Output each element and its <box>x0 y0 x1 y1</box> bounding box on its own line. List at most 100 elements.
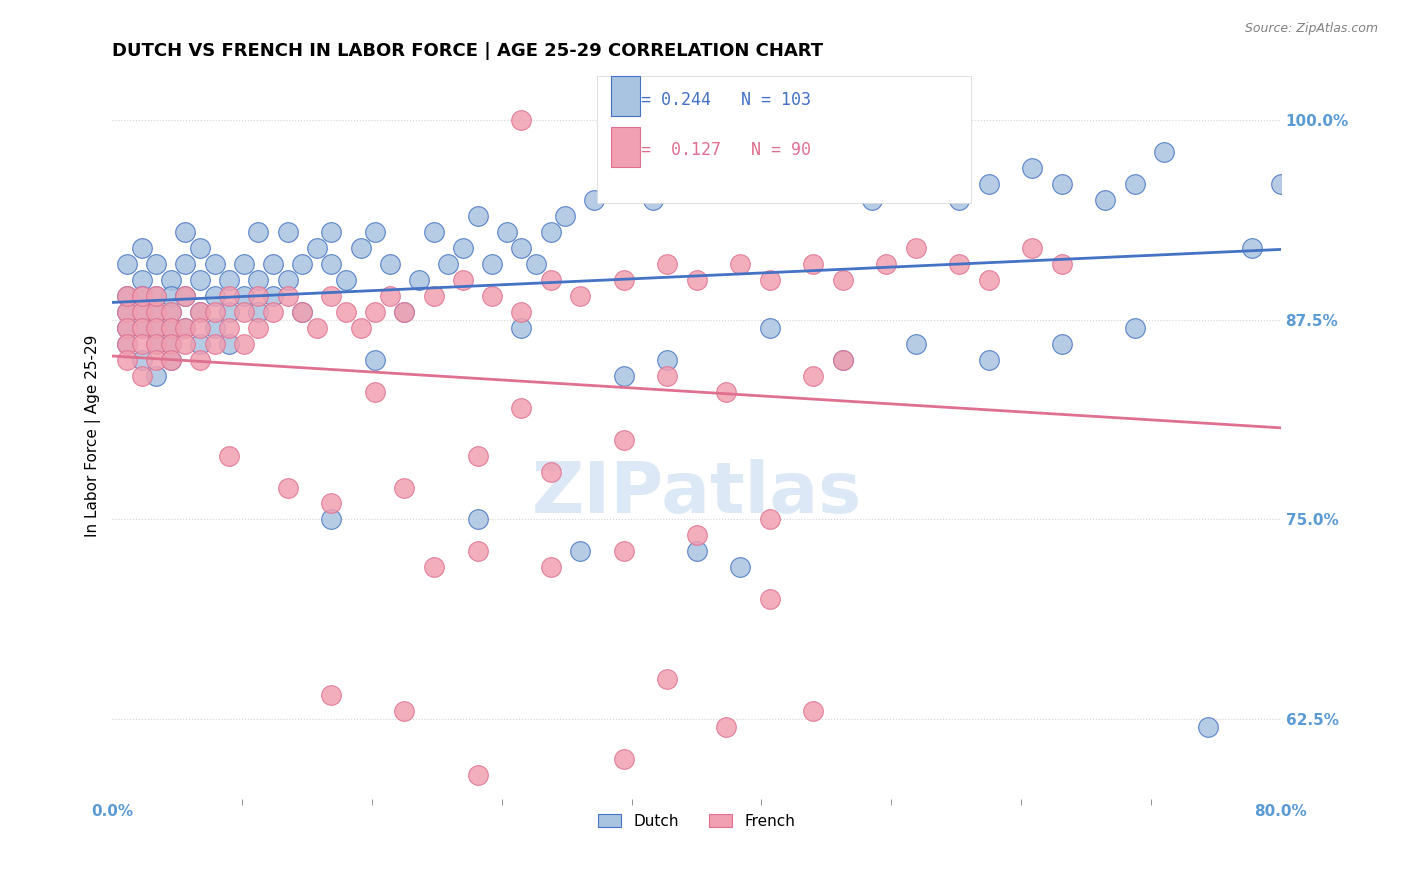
Point <box>218 305 240 319</box>
Point <box>714 384 737 399</box>
Point <box>204 336 226 351</box>
Point <box>321 225 343 239</box>
Point <box>540 273 562 287</box>
Point <box>188 352 211 367</box>
Point <box>321 257 343 271</box>
Point <box>451 241 474 255</box>
Point <box>641 193 664 207</box>
Point <box>1197 720 1219 734</box>
Point <box>277 289 299 303</box>
Point <box>948 193 970 207</box>
Point <box>568 544 591 558</box>
Point <box>1270 177 1292 191</box>
Point <box>437 257 460 271</box>
Text: R =  0.127   N = 90: R = 0.127 N = 90 <box>620 142 811 160</box>
Point <box>408 273 430 287</box>
Point <box>394 305 416 319</box>
Y-axis label: In Labor Force | Age 25-29: In Labor Force | Age 25-29 <box>86 334 101 537</box>
Point <box>131 241 153 255</box>
Point <box>524 257 547 271</box>
Point <box>159 352 181 367</box>
Point <box>364 305 387 319</box>
Point <box>875 257 897 271</box>
Point <box>277 273 299 287</box>
Point <box>758 273 780 287</box>
Point <box>657 257 679 271</box>
Point <box>350 321 373 335</box>
Point <box>685 544 707 558</box>
Point <box>510 113 533 128</box>
Point <box>510 241 533 255</box>
Point <box>305 321 328 335</box>
Point <box>451 273 474 287</box>
Point <box>247 321 270 335</box>
Point <box>159 321 181 335</box>
Point <box>1123 177 1146 191</box>
Point <box>145 289 167 303</box>
Point <box>481 257 503 271</box>
Point <box>510 401 533 415</box>
Point <box>394 704 416 718</box>
Point <box>657 672 679 686</box>
Point <box>232 289 254 303</box>
Point <box>1021 241 1043 255</box>
Point <box>204 257 226 271</box>
Point <box>657 352 679 367</box>
Point <box>612 368 634 383</box>
Point <box>174 321 197 335</box>
Point <box>831 352 853 367</box>
Point <box>904 241 927 255</box>
Point <box>115 336 138 351</box>
Point <box>321 289 343 303</box>
Point <box>1153 145 1175 160</box>
Point <box>394 305 416 319</box>
Point <box>612 752 634 766</box>
Point <box>904 336 927 351</box>
Point <box>115 257 138 271</box>
Point <box>1123 321 1146 335</box>
Text: DUTCH VS FRENCH IN LABOR FORCE | AGE 25-29 CORRELATION CHART: DUTCH VS FRENCH IN LABOR FORCE | AGE 25-… <box>112 42 824 60</box>
Point <box>540 465 562 479</box>
FancyBboxPatch shape <box>598 76 972 203</box>
Point <box>145 336 167 351</box>
Point <box>218 289 240 303</box>
Point <box>247 273 270 287</box>
Point <box>335 305 357 319</box>
Point <box>803 257 825 271</box>
Point <box>612 544 634 558</box>
Point <box>204 305 226 319</box>
Point <box>321 688 343 702</box>
Point <box>145 321 167 335</box>
Point <box>115 352 138 367</box>
Point <box>657 368 679 383</box>
Point <box>262 305 284 319</box>
Point <box>803 113 825 128</box>
Point <box>159 273 181 287</box>
Legend: Dutch, French: Dutch, French <box>592 807 801 835</box>
Point <box>714 720 737 734</box>
Point <box>159 289 181 303</box>
Point <box>131 321 153 335</box>
Point <box>714 113 737 128</box>
Point <box>481 289 503 303</box>
Point <box>495 225 517 239</box>
Point <box>685 113 707 128</box>
Point <box>291 257 314 271</box>
Point <box>364 384 387 399</box>
Point <box>977 352 1000 367</box>
Point <box>277 225 299 239</box>
Point <box>568 289 591 303</box>
Point <box>145 368 167 383</box>
Point <box>145 321 167 335</box>
Point <box>1094 193 1116 207</box>
Point <box>131 321 153 335</box>
Point <box>422 289 444 303</box>
Point <box>159 352 181 367</box>
Point <box>131 289 153 303</box>
Point <box>321 512 343 526</box>
Point <box>612 177 634 191</box>
Point <box>394 481 416 495</box>
Point <box>159 305 181 319</box>
Point <box>685 273 707 287</box>
Text: Source: ZipAtlas.com: Source: ZipAtlas.com <box>1244 22 1378 36</box>
